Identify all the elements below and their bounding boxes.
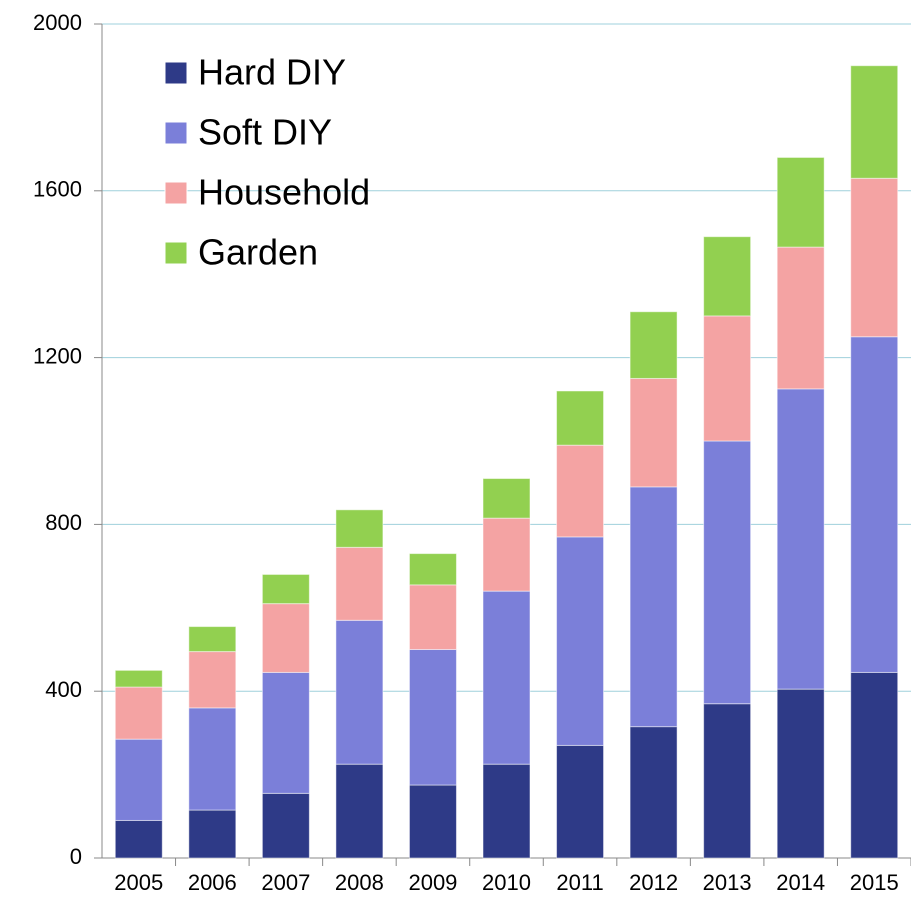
bar-segment: [261, 603, 310, 673]
bar-segment: [335, 546, 384, 621]
bar-segment: [335, 619, 384, 765]
x-tick-label: 2011: [556, 870, 603, 895]
y-tick-label: 400: [45, 677, 82, 702]
bar-segment: [482, 763, 531, 859]
bar-segment: [776, 388, 825, 690]
bar-segment: [776, 688, 825, 859]
bar-segment: [114, 686, 163, 740]
legend-label: Household: [198, 172, 370, 213]
bar-segment: [408, 649, 457, 786]
bar-segment: [261, 671, 310, 794]
bar-segment: [703, 703, 752, 859]
y-tick-label: 1200: [33, 343, 82, 368]
bar-segment: [703, 236, 752, 317]
y-tick-label: 0: [70, 844, 82, 869]
bar-segment: [188, 809, 237, 859]
x-tick-label: 2012: [629, 870, 678, 895]
bar-segment: [261, 792, 310, 859]
legend-swatch: [164, 241, 188, 265]
bar-segment: [850, 671, 899, 859]
legend-label: Hard DIY: [198, 52, 346, 93]
bar-segment: [556, 390, 605, 446]
bar-segment: [335, 763, 384, 859]
bar-segment: [188, 707, 237, 811]
x-tick-label: 2007: [261, 870, 310, 895]
legend-swatch: [164, 181, 188, 205]
bar-segment: [556, 744, 605, 859]
legend-label: Soft DIY: [198, 112, 332, 153]
bar-segment: [556, 536, 605, 746]
bar-segment: [408, 553, 457, 586]
bar-segment: [556, 444, 605, 538]
bar-segment: [482, 517, 531, 592]
bar-segment: [629, 377, 678, 488]
bar-segment: [703, 440, 752, 705]
bar-segment: [776, 246, 825, 390]
x-tick-label: 2014: [776, 870, 825, 895]
bar-segment: [850, 336, 899, 673]
bar-segment: [408, 584, 457, 650]
x-tick-label: 2015: [850, 870, 899, 895]
legend-swatch: [164, 121, 188, 145]
bar-segment: [482, 590, 531, 765]
bar-segment: [188, 626, 237, 653]
x-tick-label: 2010: [482, 870, 531, 895]
legend-swatch: [164, 61, 188, 85]
bar-segment: [850, 65, 899, 179]
bar-segment: [335, 509, 384, 548]
bar-segment: [703, 315, 752, 442]
bar-segment: [629, 726, 678, 859]
bar-segment: [408, 784, 457, 859]
x-tick-label: 2008: [335, 870, 384, 895]
bar-segment: [629, 486, 678, 728]
x-tick-label: 2006: [188, 870, 237, 895]
legend-label: Garden: [198, 232, 318, 273]
bar-segment: [629, 311, 678, 379]
y-tick-label: 1600: [33, 177, 82, 202]
y-tick-label: 800: [45, 510, 82, 535]
x-tick-label: 2005: [114, 870, 163, 895]
bar-segment: [482, 478, 531, 519]
bar-segment: [261, 573, 310, 605]
bar-segment: [850, 177, 899, 338]
bar-segment: [776, 156, 825, 248]
x-tick-label: 2009: [408, 870, 457, 895]
bar-segment: [114, 669, 163, 688]
bar-segment: [188, 651, 237, 709]
bar-segment: [114, 738, 163, 821]
x-tick-label: 2013: [703, 870, 752, 895]
bar-segment: [114, 819, 163, 859]
y-tick-label: 2000: [33, 10, 82, 35]
